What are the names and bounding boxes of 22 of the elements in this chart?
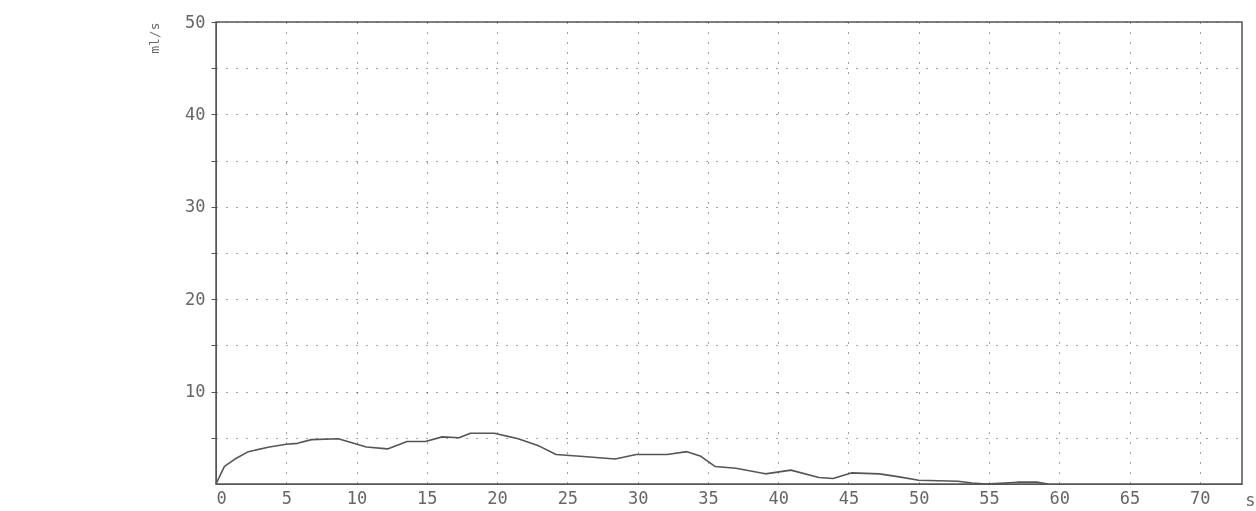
x-tick-label: 70 [1190,487,1211,508]
x-tick-label: 35 [698,487,719,508]
y-tick-label: 40 [185,103,206,124]
x-tick-label: 55 [979,487,1000,508]
x-axis-title: s [1245,489,1256,510]
x-tick-label: 10 [346,487,368,508]
x-tick-label: 15 [417,487,438,508]
x-tick-label: 25 [557,487,579,508]
x-tick-label: 0 [216,487,227,508]
x-tick-label: 40 [768,487,789,508]
y-tick-label: 30 [185,196,206,217]
x-tick-label: 5 [281,487,292,508]
x-tick-label: 20 [487,487,508,508]
y-tick-label: 50 [185,11,206,32]
y-tick-label: 20 [185,288,206,309]
x-tick-label: 45 [838,487,860,508]
x-tick-label: 30 [627,487,649,508]
x-tick-label: 60 [1049,487,1071,508]
y-tick-label: 10 [185,381,206,402]
y-axis-title: ml/s [146,22,162,54]
x-tick-label: 65 [1119,487,1141,508]
x-tick-label: 50 [909,487,930,508]
